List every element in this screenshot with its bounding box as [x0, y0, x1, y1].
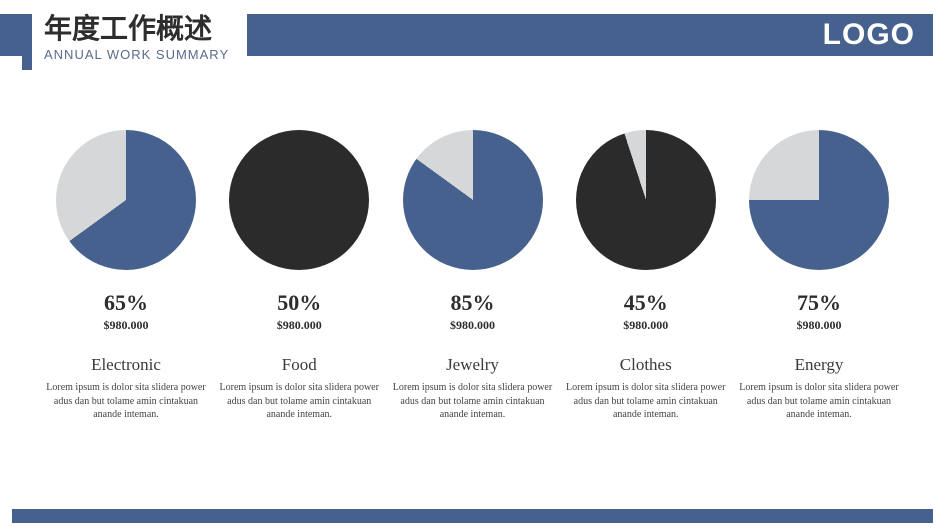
amt-energy: $980.000 — [797, 318, 842, 333]
pct-energy: 75% — [797, 290, 841, 316]
amt-food: $980.000 — [277, 318, 322, 333]
pct-food: 50% — [277, 290, 321, 316]
pie-jewelry — [403, 130, 543, 270]
desc-jewelry: Lorem ipsum is dolor sita slidera power … — [387, 381, 559, 422]
pct-electronic: 65% — [104, 290, 148, 316]
desc-electronic: Lorem ipsum is dolor sita slidera power … — [40, 381, 212, 422]
pie-clothes — [576, 130, 716, 270]
desc-food: Lorem ipsum is dolor sita slidera power … — [213, 381, 385, 422]
pie-energy — [749, 130, 889, 270]
chart-col-food: 50% $980.000 Food Lorem ipsum is dolor s… — [213, 130, 385, 422]
charts-row: 65% $980.000 Electronic Lorem ipsum is d… — [40, 130, 905, 422]
footer-bar — [12, 509, 933, 523]
titles: 年度工作概述 ANNUAL WORK SUMMARY — [44, 14, 229, 62]
amt-electronic: $980.000 — [104, 318, 149, 333]
desc-energy: Lorem ipsum is dolor sita slidera power … — [733, 381, 905, 422]
cat-energy: Energy — [795, 355, 844, 375]
title-en: ANNUAL WORK SUMMARY — [44, 47, 229, 62]
pct-clothes: 45% — [624, 290, 668, 316]
desc-clothes: Lorem ipsum is dolor sita slidera power … — [560, 381, 732, 422]
chart-col-energy: 75% $980.000 Energy Lorem ipsum is dolor… — [733, 130, 905, 422]
chart-col-clothes: 45% $980.000 Clothes Lorem ipsum is dolo… — [560, 130, 732, 422]
amt-jewelry: $980.000 — [450, 318, 495, 333]
cat-clothes: Clothes — [620, 355, 672, 375]
pct-jewelry: 85% — [451, 290, 495, 316]
cat-electronic: Electronic — [91, 355, 161, 375]
pie-electronic — [56, 130, 196, 270]
title-block: 年度工作概述 ANNUAL WORK SUMMARY — [22, 8, 247, 76]
accent-bar — [22, 14, 32, 70]
title-cn: 年度工作概述 — [44, 14, 229, 45]
logo-text: LOGO — [823, 18, 915, 52]
pie-food — [229, 130, 369, 270]
cat-jewelry: Jewelry — [446, 355, 499, 375]
chart-col-jewelry: 85% $980.000 Jewelry Lorem ipsum is dolo… — [387, 130, 559, 422]
cat-food: Food — [282, 355, 317, 375]
amt-clothes: $980.000 — [623, 318, 668, 333]
chart-col-electronic: 65% $980.000 Electronic Lorem ipsum is d… — [40, 130, 212, 422]
